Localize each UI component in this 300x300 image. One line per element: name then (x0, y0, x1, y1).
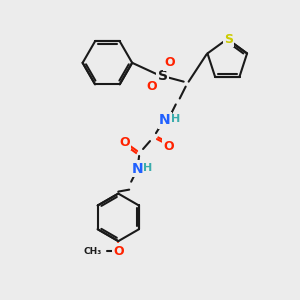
Text: H: H (171, 114, 180, 124)
Text: O: O (147, 80, 157, 93)
Text: S: S (158, 69, 168, 83)
Text: S: S (224, 32, 233, 46)
Text: O: O (164, 56, 175, 69)
Text: N: N (131, 162, 143, 176)
Text: O: O (119, 136, 130, 148)
Text: O: O (164, 140, 174, 152)
Text: H: H (143, 163, 153, 173)
Text: N: N (159, 113, 171, 127)
Text: O: O (113, 244, 124, 258)
Text: CH₃: CH₃ (83, 247, 101, 256)
